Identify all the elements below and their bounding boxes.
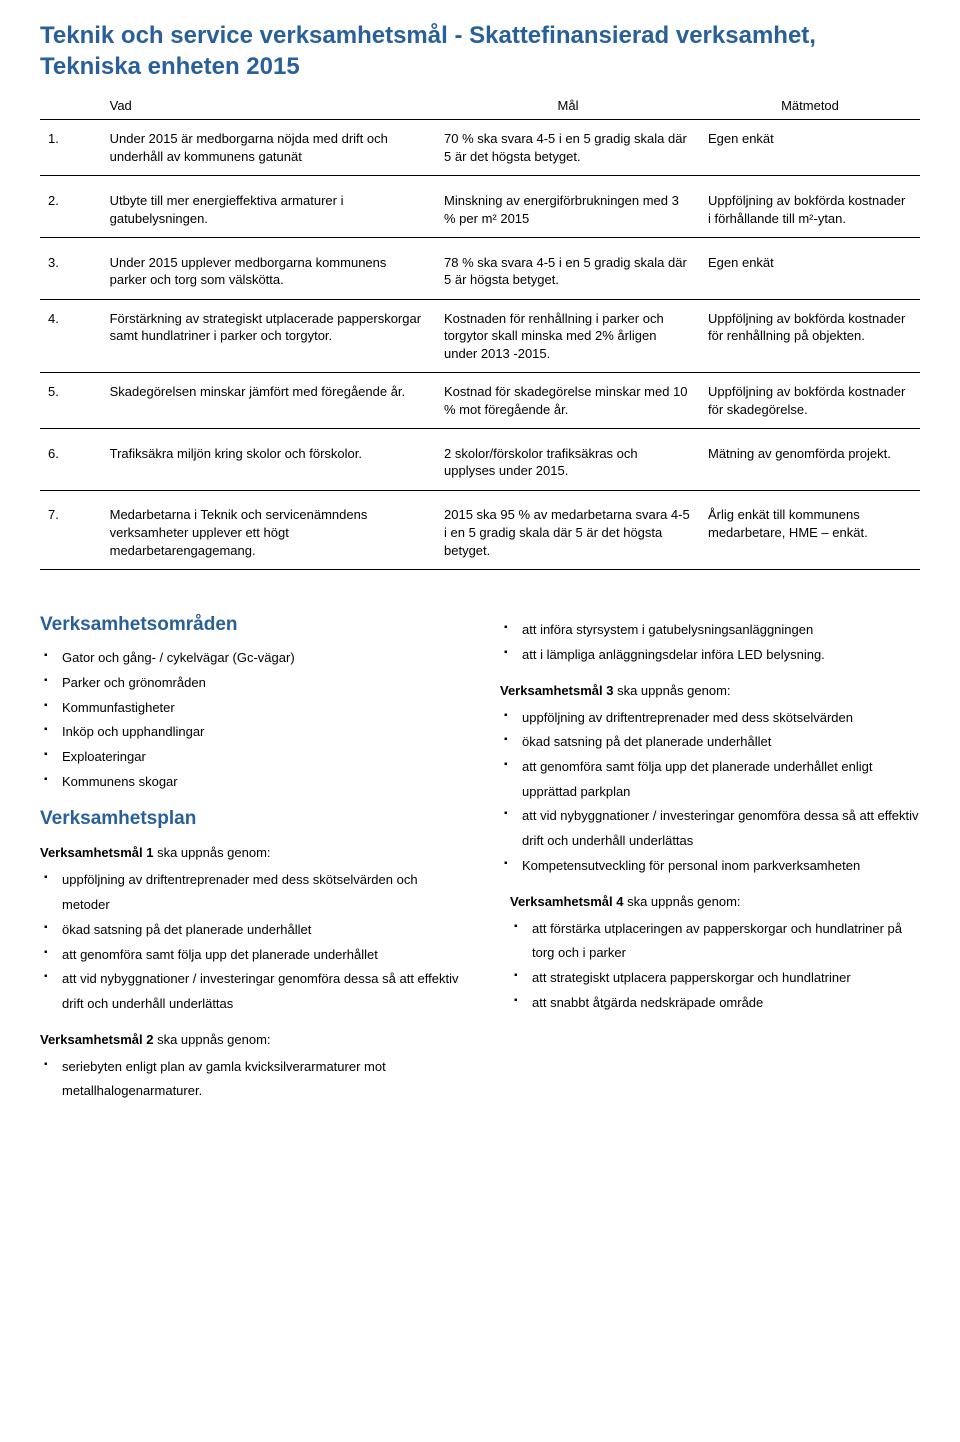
list-item: att vid nybyggnationer / investeringar g… <box>500 804 920 853</box>
table-row: 2. Utbyte till mer energieffektiva armat… <box>40 182 920 238</box>
row-num: 6. <box>40 435 102 491</box>
list-item: Gator och gång- / cykelvägar (Gc-vägar) <box>40 646 460 671</box>
list-item: att snabbt åtgärda nedskräpade område <box>500 991 920 1016</box>
row-vad: Medarbetarna i Teknik och servicenämnden… <box>102 496 436 569</box>
right-column: att införa styrsystem i gatubelysningsan… <box>500 600 920 1104</box>
vm3-heading: Verksamhetsmål 3 ska uppnås genom: <box>500 682 920 700</box>
row-mal: 2015 ska 95 % av medarbetarna svara 4-5 … <box>436 496 700 569</box>
left-column: Verksamhetsområden Gator och gång- / cyk… <box>40 600 460 1104</box>
list-item: att genomföra samt följa upp det planera… <box>40 943 460 968</box>
col-mal: Mål <box>436 94 700 120</box>
areas-list: Gator och gång- / cykelvägar (Gc-vägar) … <box>40 646 460 794</box>
row-mat: Mätning av genomförda projekt. <box>700 435 920 491</box>
table-row: 7. Medarbetarna i Teknik och servicenämn… <box>40 496 920 569</box>
row-mat: Egen enkät <box>700 244 920 300</box>
table-row: 3. Under 2015 upplever medborgarna kommu… <box>40 244 920 300</box>
goals-table: Vad Mål Mätmetod 1. Under 2015 är medbor… <box>40 94 920 570</box>
row-num: 1. <box>40 120 102 176</box>
list-item: att införa styrsystem i gatubelysningsan… <box>500 618 920 643</box>
row-vad: Trafiksäkra miljön kring skolor och förs… <box>102 435 436 491</box>
list-item: ökad satsning på det planerade underhåll… <box>40 918 460 943</box>
vm1-heading: Verksamhetsmål 1 ska uppnås genom: <box>40 844 460 862</box>
col-mat: Mätmetod <box>700 94 920 120</box>
row-mal: Minskning av energiförbrukningen med 3 %… <box>436 182 700 238</box>
page-title: Teknik och service verksamhetsmål - Skat… <box>40 20 920 82</box>
row-num: 2. <box>40 182 102 238</box>
list-item: Exploateringar <box>40 745 460 770</box>
row-vad: Skadegörelsen minskar jämfört med föregå… <box>102 373 436 429</box>
row-num: 3. <box>40 244 102 300</box>
list-item: seriebyten enligt plan av gamla kvicksil… <box>40 1055 460 1104</box>
areas-heading: Verksamhetsområden <box>40 614 460 636</box>
row-num: 7. <box>40 496 102 569</box>
vm2-cont-list: att införa styrsystem i gatubelysningsan… <box>500 618 920 667</box>
list-item: att genomföra samt följa upp det planera… <box>500 755 920 804</box>
table-row: 4. Förstärkning av strategiskt utplacera… <box>40 299 920 373</box>
list-item: Inköp och upphandlingar <box>40 720 460 745</box>
row-mal: 78 % ska svara 4-5 i en 5 gradig skala d… <box>436 244 700 300</box>
goals-body: 1. Under 2015 är medborgarna nöjda med d… <box>40 120 920 570</box>
list-item: Kommunens skogar <box>40 770 460 795</box>
list-item: uppföljning av driftentreprenader med de… <box>40 868 460 917</box>
vm2-list: seriebyten enligt plan av gamla kvicksil… <box>40 1055 460 1104</box>
row-num: 4. <box>40 299 102 373</box>
row-vad: Förstärkning av strategiskt utplacerade … <box>102 299 436 373</box>
vm1-list: uppföljning av driftentreprenader med de… <box>40 868 460 1016</box>
row-mat: Uppföljning av bokförda kostnader för sk… <box>700 373 920 429</box>
col-num <box>40 94 102 120</box>
row-vad: Utbyte till mer energieffektiva armature… <box>102 182 436 238</box>
list-item: Kompetensutveckling för personal inom pa… <box>500 854 920 879</box>
vm4-heading: Verksamhetsmål 4 ska uppnås genom: <box>500 893 920 911</box>
row-mal: Kostnad för skadegörelse minskar med 10 … <box>436 373 700 429</box>
row-mal: Kostnaden för renhållning i parker och t… <box>436 299 700 373</box>
row-num: 5. <box>40 373 102 429</box>
list-item: Kommunfastigheter <box>40 696 460 721</box>
list-item: uppföljning av driftentreprenader med de… <box>500 706 920 731</box>
two-column-body: Verksamhetsområden Gator och gång- / cyk… <box>40 600 920 1104</box>
row-vad: Under 2015 upplever medborgarna kommunen… <box>102 244 436 300</box>
list-item: att vid nybyggnationer / investeringar g… <box>40 967 460 1016</box>
table-row: 5. Skadegörelsen minskar jämfört med för… <box>40 373 920 429</box>
vm3-list: uppföljning av driftentreprenader med de… <box>500 706 920 879</box>
row-mat: Uppföljning av bokförda kostnader för re… <box>700 299 920 373</box>
row-mat: Årlig enkät till kommunens medarbetare, … <box>700 496 920 569</box>
list-item: ökad satsning på det planerade underhåll… <box>500 730 920 755</box>
list-item: att strategiskt utplacera papperskorgar … <box>500 966 920 991</box>
table-row: 6. Trafiksäkra miljön kring skolor och f… <box>40 435 920 491</box>
row-mat: Egen enkät <box>700 120 920 176</box>
list-item: Parker och grönområden <box>40 671 460 696</box>
table-row: 1. Under 2015 är medborgarna nöjda med d… <box>40 120 920 176</box>
row-mal: 2 skolor/förskolor trafiksäkras och uppl… <box>436 435 700 491</box>
list-item: att förstärka utplaceringen av pappersko… <box>500 917 920 966</box>
row-mat: Uppföljning av bokförda kostnader i förh… <box>700 182 920 238</box>
col-vad: Vad <box>102 94 436 120</box>
row-vad: Under 2015 är medborgarna nöjda med drif… <box>102 120 436 176</box>
plan-heading: Verksamhetsplan <box>40 808 460 830</box>
list-item: att i lämpliga anläggningsdelar införa L… <box>500 643 920 668</box>
row-mal: 70 % ska svara 4-5 i en 5 gradig skala d… <box>436 120 700 176</box>
vm2-heading: Verksamhetsmål 2 ska uppnås genom: <box>40 1031 460 1049</box>
vm4-list: att förstärka utplaceringen av pappersko… <box>500 917 920 1016</box>
